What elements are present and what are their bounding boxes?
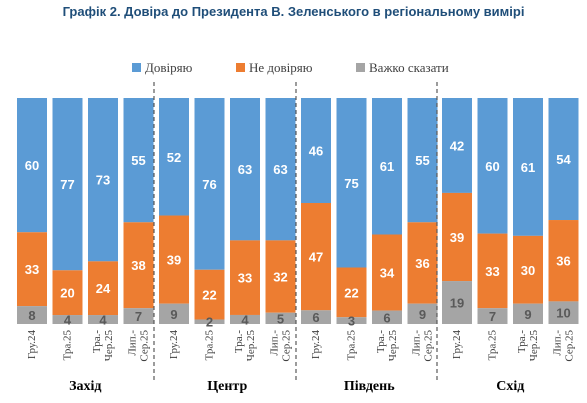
region-labels: Захід Центр Південь Схід <box>69 379 524 394</box>
data-label-distrust: 33 <box>25 262 39 277</box>
tick-label: Лип.- <box>411 330 423 356</box>
data-label-hard: 9 <box>419 307 426 322</box>
data-label-hard: 7 <box>489 309 496 324</box>
data-label-distrust: 20 <box>60 286 74 301</box>
tick-label: Лип.- <box>269 330 281 356</box>
legend-label-hard: Важко сказати <box>369 60 449 75</box>
tick-labels: Гру.24 Тра.25 Тра.- Чер.25 Лип.- Сер.25 Гру.24… <box>26 330 576 362</box>
data-label-trust: 76 <box>202 177 216 192</box>
tick-label: Чер.25 <box>103 330 115 362</box>
tick-label: Чер.25 <box>245 330 257 362</box>
bars-layer: 6033877204732445538752399762226333463325… <box>17 98 579 330</box>
tick-label: Тра.- <box>233 330 245 353</box>
tick-label: Тра.- <box>375 330 387 353</box>
data-label-distrust: 34 <box>380 266 395 281</box>
tick-label: Лип.- <box>127 330 139 356</box>
data-label-trust: 61 <box>521 160 535 175</box>
tick-label: Сер.25 <box>564 330 576 362</box>
legend-label-trust: Довіряю <box>145 60 193 75</box>
tick-label: Тра.25 <box>346 330 358 361</box>
data-label-trust: 55 <box>415 153 429 168</box>
region-label: Центр <box>207 379 247 394</box>
data-label-trust: 63 <box>273 162 287 177</box>
legend-swatch-hard <box>356 63 365 72</box>
data-label-trust: 75 <box>344 176 358 191</box>
tick-label: Лип.- <box>552 330 564 356</box>
data-label-hard: 6 <box>383 310 390 325</box>
region-label: Південь <box>344 379 395 394</box>
legend-label-distrust: Не довіряю <box>249 60 313 75</box>
tick-label: Чер.25 <box>528 330 540 362</box>
data-label-hard: 3 <box>348 314 355 329</box>
data-label-hard: 10 <box>556 306 570 321</box>
data-label-hard: 6 <box>312 310 319 325</box>
data-label-distrust: 36 <box>556 254 570 269</box>
tick-label: Чер.25 <box>387 330 399 362</box>
data-label-distrust: 30 <box>521 263 535 278</box>
data-label-hard: 5 <box>277 311 284 326</box>
tick-label: Гру.24 <box>168 330 180 360</box>
data-label-hard: 9 <box>170 307 177 322</box>
data-label-hard: 8 <box>28 308 35 323</box>
region-label: Схід <box>496 379 524 394</box>
data-label-distrust: 47 <box>309 250 323 265</box>
data-label-trust: 60 <box>25 158 39 173</box>
data-label-trust: 73 <box>96 173 110 188</box>
data-label-trust: 60 <box>485 159 499 174</box>
data-label-hard: 19 <box>450 296 464 311</box>
data-label-trust: 61 <box>380 159 394 174</box>
data-label-hard: 4 <box>99 313 107 328</box>
tick-label: Гру.24 <box>310 330 322 360</box>
data-label-trust: 63 <box>238 162 252 177</box>
tick-label: Гру.24 <box>451 330 463 360</box>
data-label-distrust: 38 <box>131 258 145 273</box>
tick-label: Тра.25 <box>487 330 499 361</box>
data-label-distrust: 33 <box>238 271 252 286</box>
legend: Довіряю Не довіряю Важко сказати <box>132 60 449 75</box>
tick-label: Сер.25 <box>281 330 293 362</box>
data-label-hard: 4 <box>241 312 249 327</box>
data-label-hard: 2 <box>206 315 213 330</box>
data-label-trust: 52 <box>167 150 181 165</box>
data-label-distrust: 39 <box>450 230 464 245</box>
tick-label: Сер.25 <box>423 330 435 362</box>
data-label-distrust: 22 <box>202 288 216 303</box>
data-label-distrust: 39 <box>167 253 181 268</box>
data-label-trust: 77 <box>60 177 74 192</box>
tick-label: Сер.25 <box>139 330 151 362</box>
data-label-trust: 42 <box>450 138 464 153</box>
data-label-trust: 46 <box>309 144 323 159</box>
data-label-distrust: 24 <box>96 281 111 296</box>
data-label-hard: 9 <box>524 307 531 322</box>
legend-swatch-distrust <box>236 63 245 72</box>
legend-swatch-trust <box>132 63 141 72</box>
data-label-hard: 4 <box>64 313 72 328</box>
tick-label: Тра.25 <box>204 330 216 361</box>
data-label-distrust: 36 <box>415 256 429 271</box>
tick-label: Тра.25 <box>62 330 74 361</box>
tick-label: Тра.- <box>91 330 103 353</box>
region-label: Захід <box>69 379 101 394</box>
data-label-trust: 54 <box>556 152 571 167</box>
tick-label: Тра.- <box>516 330 528 353</box>
data-label-distrust: 33 <box>485 264 499 279</box>
data-label-distrust: 22 <box>344 285 358 300</box>
data-label-hard: 7 <box>135 309 142 324</box>
data-label-distrust: 32 <box>273 270 287 285</box>
data-label-trust: 55 <box>131 153 145 168</box>
tick-label: Гру.24 <box>26 330 38 360</box>
